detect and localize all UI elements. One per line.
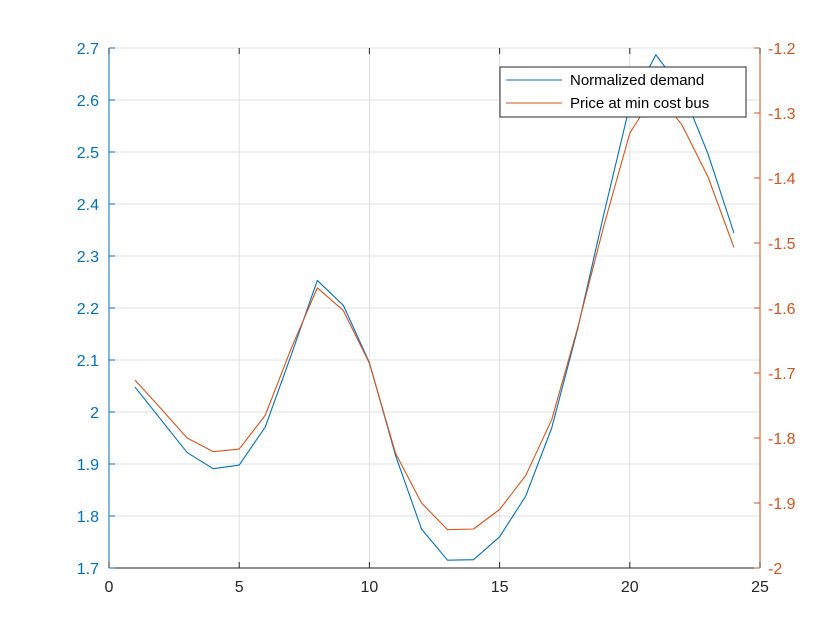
x-tick-label: 5 xyxy=(235,579,244,596)
axes: 0 5 10 15 20 25 1.7 1.8 1.9 2 2.1 2.2 2.3 2.4 2.5 2.6 2.… xyxy=(77,41,796,596)
legend-label: Normalized demand xyxy=(570,72,704,89)
y-left-tick-label: 1.9 xyxy=(77,457,99,474)
x-tick-label: 20 xyxy=(621,579,639,596)
x-tick-label: 10 xyxy=(361,579,379,596)
x-tick-label: 15 xyxy=(491,579,509,596)
y-left-tick-label: 2 xyxy=(90,405,99,422)
y-left-tick-label: 2.6 xyxy=(77,93,99,110)
y-left-tick-label: 2.5 xyxy=(77,145,99,162)
y-right-tick-label: -1.9 xyxy=(768,496,796,513)
y-right-tick-label: -1.6 xyxy=(768,301,796,318)
y-right-tick-label: -1.8 xyxy=(768,431,796,448)
y-left-tick-label: 1.7 xyxy=(77,561,99,578)
legend-label: Price at min cost bus xyxy=(570,95,709,112)
series-line-price xyxy=(134,91,735,531)
y-left-tick-label: 2.7 xyxy=(77,41,99,58)
y-left-tick-label: 1.8 xyxy=(77,509,99,526)
x-tick-label: 25 xyxy=(751,579,769,596)
y-right-tick-label: -1.4 xyxy=(768,171,796,188)
y-right-tick-label: -1.3 xyxy=(768,106,796,123)
y-right-tick-label: -1.2 xyxy=(768,41,796,58)
legend-box xyxy=(499,66,747,118)
x-tick-label: 0 xyxy=(105,579,114,596)
y-left-tick-label: 2.3 xyxy=(77,249,99,266)
legend: Normalized demand Price at min cost bus xyxy=(499,66,747,118)
grid xyxy=(108,47,761,569)
y-right-tick-label: -1.5 xyxy=(768,236,796,253)
y-left-tick-label: 2.1 xyxy=(77,353,99,370)
y-left-tick-label: 2.4 xyxy=(77,197,99,214)
y-right-tick-label: -1.7 xyxy=(768,366,796,383)
y-left-tick-label: 2.2 xyxy=(77,301,99,318)
y-right-tick-label: -2 xyxy=(768,561,782,578)
